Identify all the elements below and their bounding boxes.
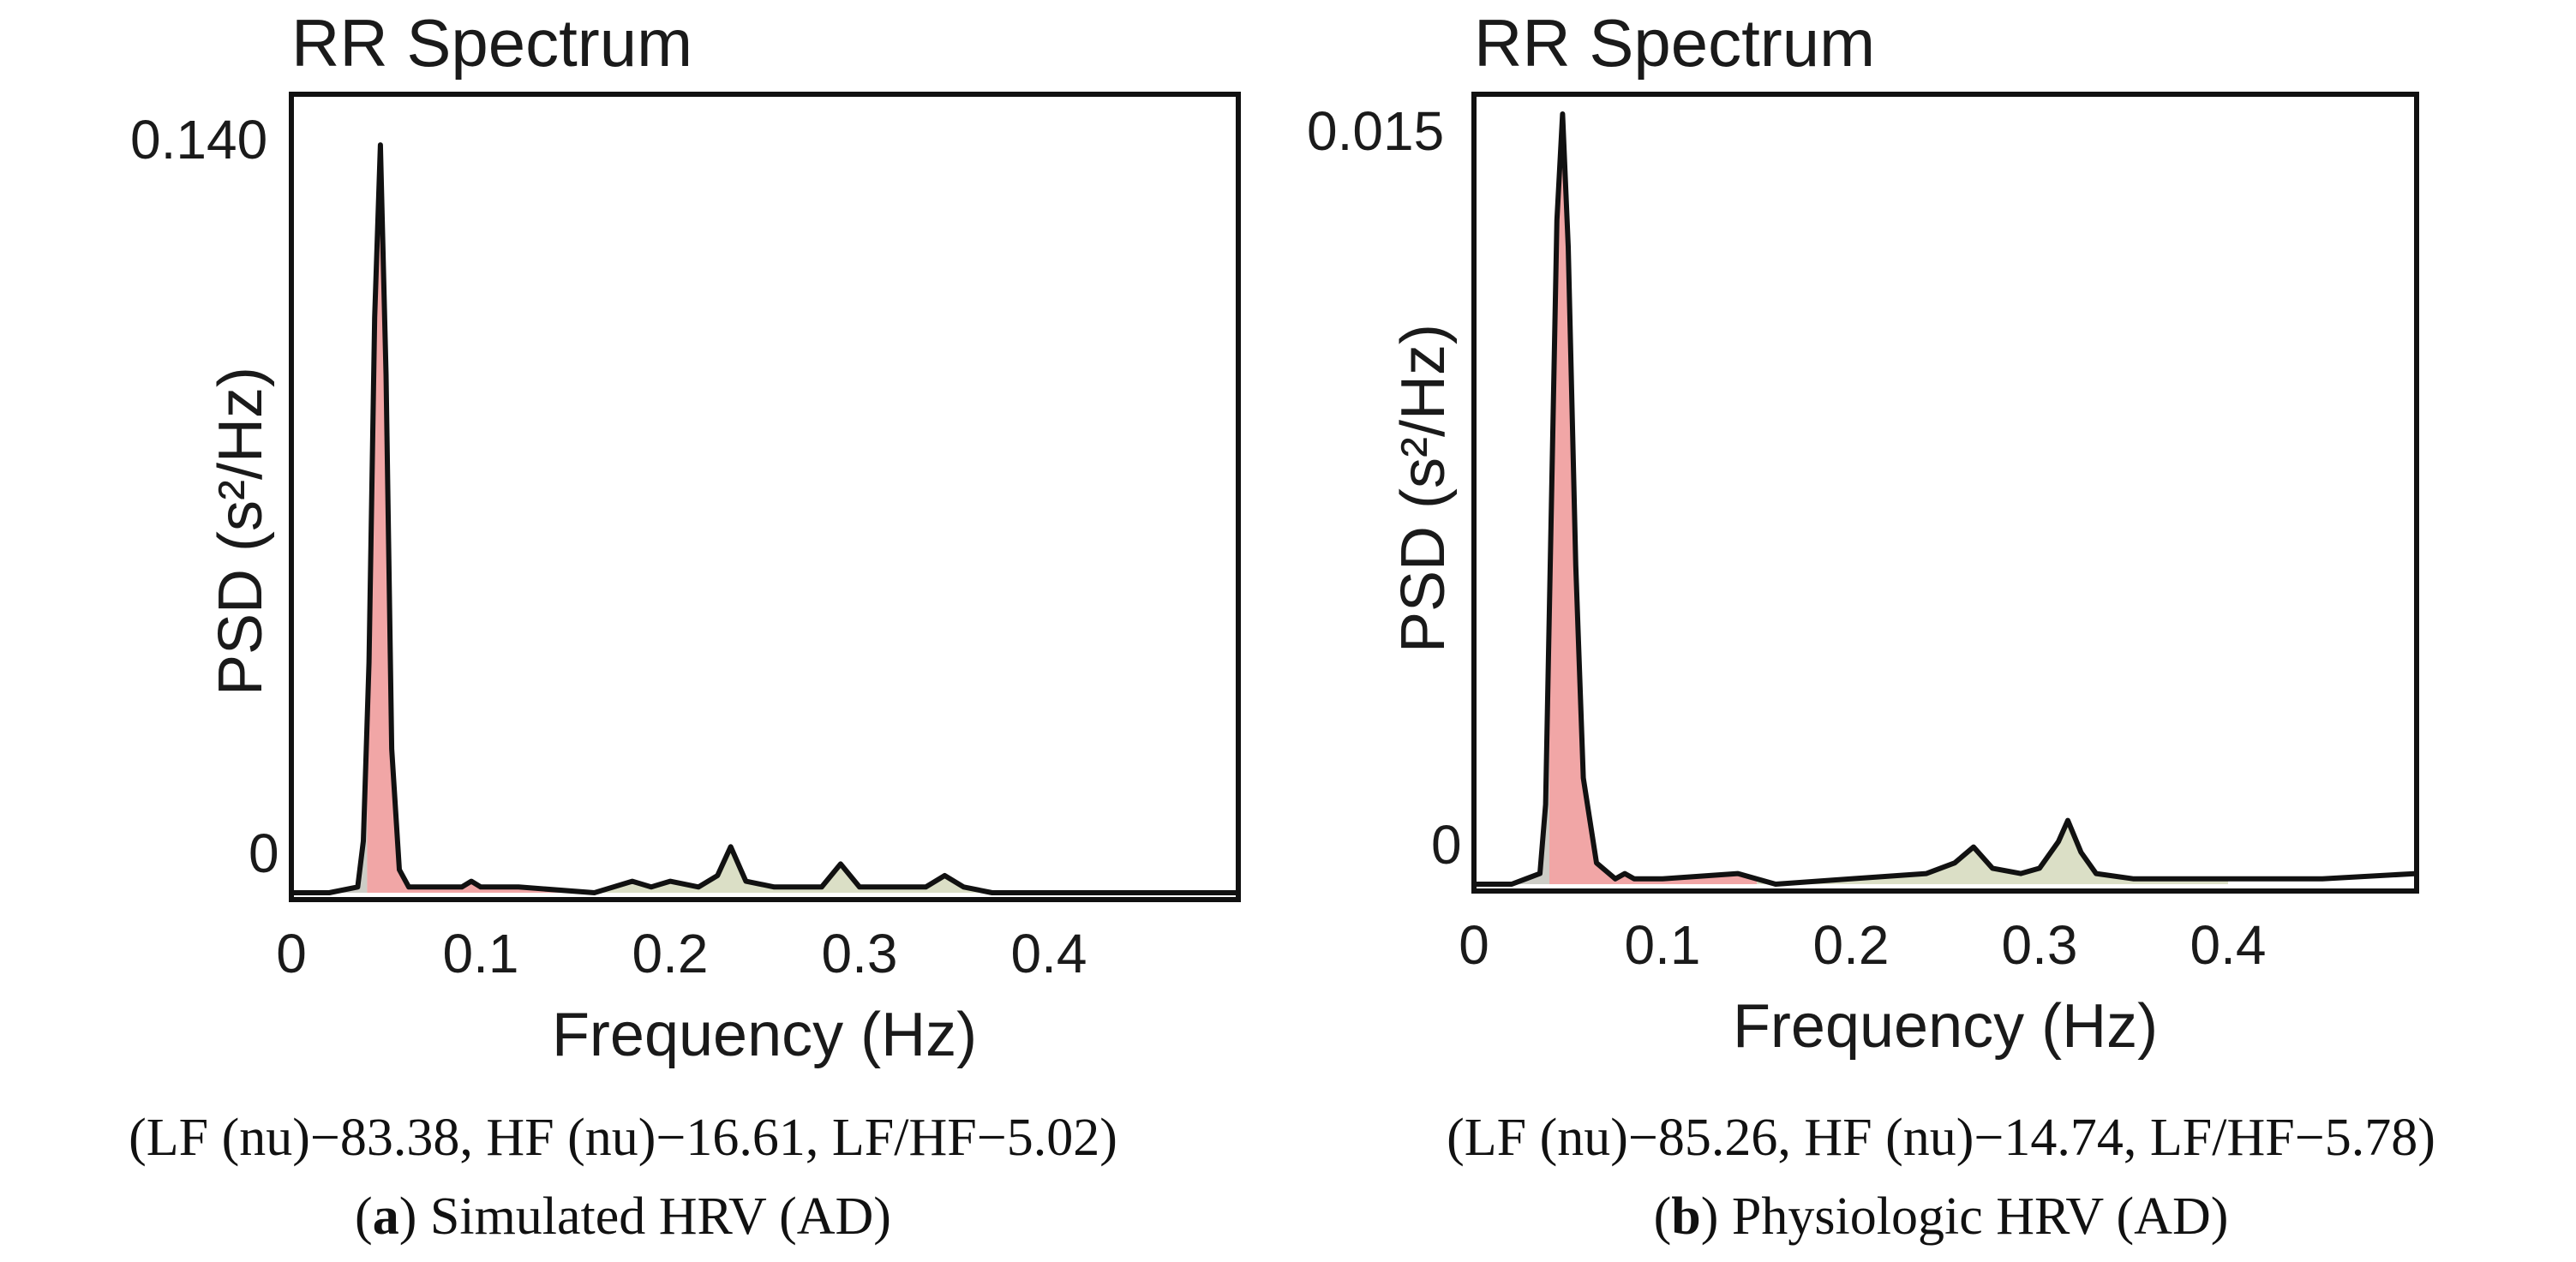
panel-b-hf-band-fill bbox=[1757, 820, 2228, 884]
panel-b-xlabel: Frequency (Hz) bbox=[1733, 992, 2158, 1061]
panel-b-ytick-max: 0.015 bbox=[1307, 100, 1444, 162]
panel-a-xlabel: Frequency (Hz) bbox=[552, 1001, 977, 1069]
panel-a-hf-band-fill bbox=[575, 846, 1049, 893]
panel-a: RR Spectrum 0.140 0 PSD (s²/Hz) 0 0.1 0.… bbox=[129, 5, 1241, 1246]
panel-b: RR Spectrum 0.015 0 PSD (s²/Hz) 0 0.1 0.… bbox=[1307, 5, 2435, 1246]
panel-b-axes-frame bbox=[1471, 92, 2419, 894]
panel-b-caption: (b) Physiologic HRV (AD) bbox=[1654, 1187, 2229, 1246]
panel-a-caption-stats: (LF (nu)−83.38, HF (nu)−16.61, LF/HF−5.0… bbox=[129, 1109, 1117, 1167]
panel-a-axes-frame bbox=[289, 92, 1241, 902]
panel-a-title: RR Spectrum bbox=[291, 5, 692, 81]
panel-a-spectrum-line bbox=[291, 142, 1238, 895]
panel-b-lf-band-fill bbox=[1549, 114, 1757, 884]
panel-a-xtick-4: 0.4 bbox=[1011, 923, 1087, 984]
panel-b-ytick-zero: 0 bbox=[1431, 814, 1462, 876]
panel-a-caption-text: Simulated HRV (AD) bbox=[430, 1187, 891, 1246]
panel-b-xtick-1: 0.1 bbox=[1625, 914, 1701, 976]
panel-b-ylabel-text: PSD (s²/Hz) bbox=[1389, 324, 1458, 653]
panel-b-title: RR Spectrum bbox=[1474, 5, 1875, 81]
panel-a-xtick-3: 0.3 bbox=[822, 923, 898, 984]
panel-a-ylabel-text: PSD (s²/Hz) bbox=[207, 367, 275, 696]
panel-b-plot-area bbox=[1471, 92, 2419, 894]
panel-b-xtick-2: 0.2 bbox=[1813, 914, 1890, 976]
panel-b-ylabel: PSD (s²/Hz) bbox=[1389, 324, 1458, 653]
panel-b-xtick-4: 0.4 bbox=[2190, 914, 2267, 976]
panel-b-caption-text: Physiologic HRV (AD) bbox=[1732, 1187, 2228, 1246]
panel-b-caption-stats: (LF (nu)−85.26, HF (nu)−14.74, LF/HF−5.7… bbox=[1447, 1109, 2435, 1167]
panel-a-plot-area bbox=[289, 92, 1241, 902]
panel-a-lf-band-fill bbox=[367, 145, 576, 894]
panel-a-xtick-2: 0.2 bbox=[632, 923, 709, 984]
panel-a-ytick-max: 0.140 bbox=[130, 109, 267, 170]
panel-b-xtick-3: 0.3 bbox=[2002, 914, 2078, 976]
panel-a-vlf-band-fill bbox=[291, 721, 368, 893]
panel-a-caption-letter: a bbox=[373, 1187, 399, 1246]
panel-a-caption: (a) Simulated HRV (AD) bbox=[355, 1187, 891, 1246]
panel-b-caption-letter: b bbox=[1671, 1187, 1700, 1246]
panel-b-vlf-band-fill bbox=[1474, 609, 1549, 884]
panel-a-ylabel: PSD (s²/Hz) bbox=[207, 367, 275, 696]
panel-a-xtick-1: 0.1 bbox=[443, 923, 519, 984]
panel-a-xtick-0: 0 bbox=[276, 923, 307, 984]
panel-b-xtick-0: 0 bbox=[1459, 914, 1489, 976]
panel-a-ytick-zero: 0 bbox=[249, 822, 279, 884]
panel-b-spectrum-line bbox=[1474, 111, 2417, 887]
